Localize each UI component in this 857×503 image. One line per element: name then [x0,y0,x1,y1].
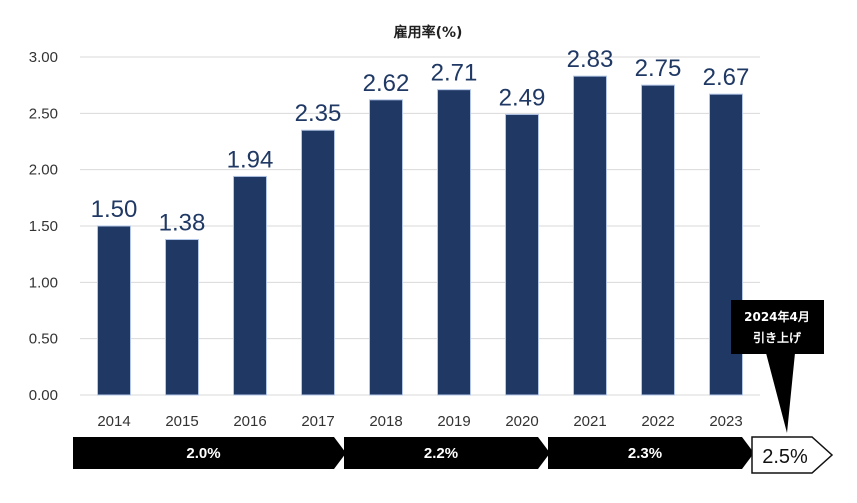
callout-line2: 引き上げ [753,330,802,345]
bar-2017 [301,129,335,396]
y-tick-label: 1.50 [29,218,58,235]
x-tick-label: 2020 [505,413,538,430]
value-label: 2.83 [567,46,614,73]
target-band-label: 2.5% [762,446,808,468]
y-tick-label: 2.50 [29,105,58,122]
rate-band-arrow [548,437,754,469]
y-tick-label: 2.00 [29,162,58,179]
bar-2015 [165,239,199,396]
callout-pointer [766,353,795,433]
rate-band-arrow [344,437,550,469]
bar-2020 [505,113,539,396]
y-tick-label: 0.00 [29,387,58,404]
x-axis-ticks: 2014 2015 2016 2017 2018 2019 2020 2021 2022 2023 [97,413,742,430]
x-tick-label: 2022 [641,413,674,430]
value-label: 1.50 [91,196,138,223]
value-labels: 1.50 1.38 1.94 2.35 2.62 2.71 2.49 2.83 2.75 2.67 [91,46,750,236]
x-tick-label: 2023 [709,413,742,430]
bar-2022 [641,84,675,396]
bar-2016 [233,175,267,396]
value-label: 1.94 [227,146,274,173]
rate-band-arrow [73,437,346,469]
target-band-arrow [751,436,834,474]
x-tick-label: 2021 [573,413,606,430]
bar-2019 [437,89,471,396]
rate-bands: 2.0% 2.2% 2.3% [73,437,754,469]
rate-band-label: 2.3% [628,445,662,462]
bar-2018 [369,99,403,396]
target-band: 2.5% [751,436,834,474]
bar-2014 [97,225,131,396]
rate-band-label: 2.0% [186,445,220,462]
bar-2021 [573,75,607,396]
bars [97,75,743,396]
callout-box [731,300,824,354]
x-tick-label: 2015 [165,413,198,430]
value-label: 2.71 [431,60,478,87]
callout-line1: 2024年4月 [744,309,810,324]
y-tick-label: 1.00 [29,274,58,291]
bar-2023 [709,93,743,396]
rate-band-label: 2.2% [424,445,458,462]
x-tick-label: 2019 [437,413,470,430]
y-tick-label: 0.50 [29,331,58,348]
value-label: 2.75 [635,55,682,82]
value-label: 2.35 [295,100,342,127]
x-tick-label: 2014 [97,413,130,430]
callout: 2024年4月 引き上げ [731,300,824,433]
chart-title: 雇用率(%) [394,24,463,41]
value-label: 1.38 [159,210,206,237]
x-tick-label: 2018 [369,413,402,430]
value-label: 2.62 [363,70,410,97]
x-tick-label: 2016 [233,413,266,430]
x-tick-label: 2017 [301,413,334,430]
y-axis-ticks: 0.00 0.50 1.00 1.50 2.00 2.50 3.00 [29,49,58,404]
y-tick-label: 3.00 [29,49,58,66]
value-label: 2.49 [499,84,546,111]
value-label: 2.67 [703,64,750,91]
